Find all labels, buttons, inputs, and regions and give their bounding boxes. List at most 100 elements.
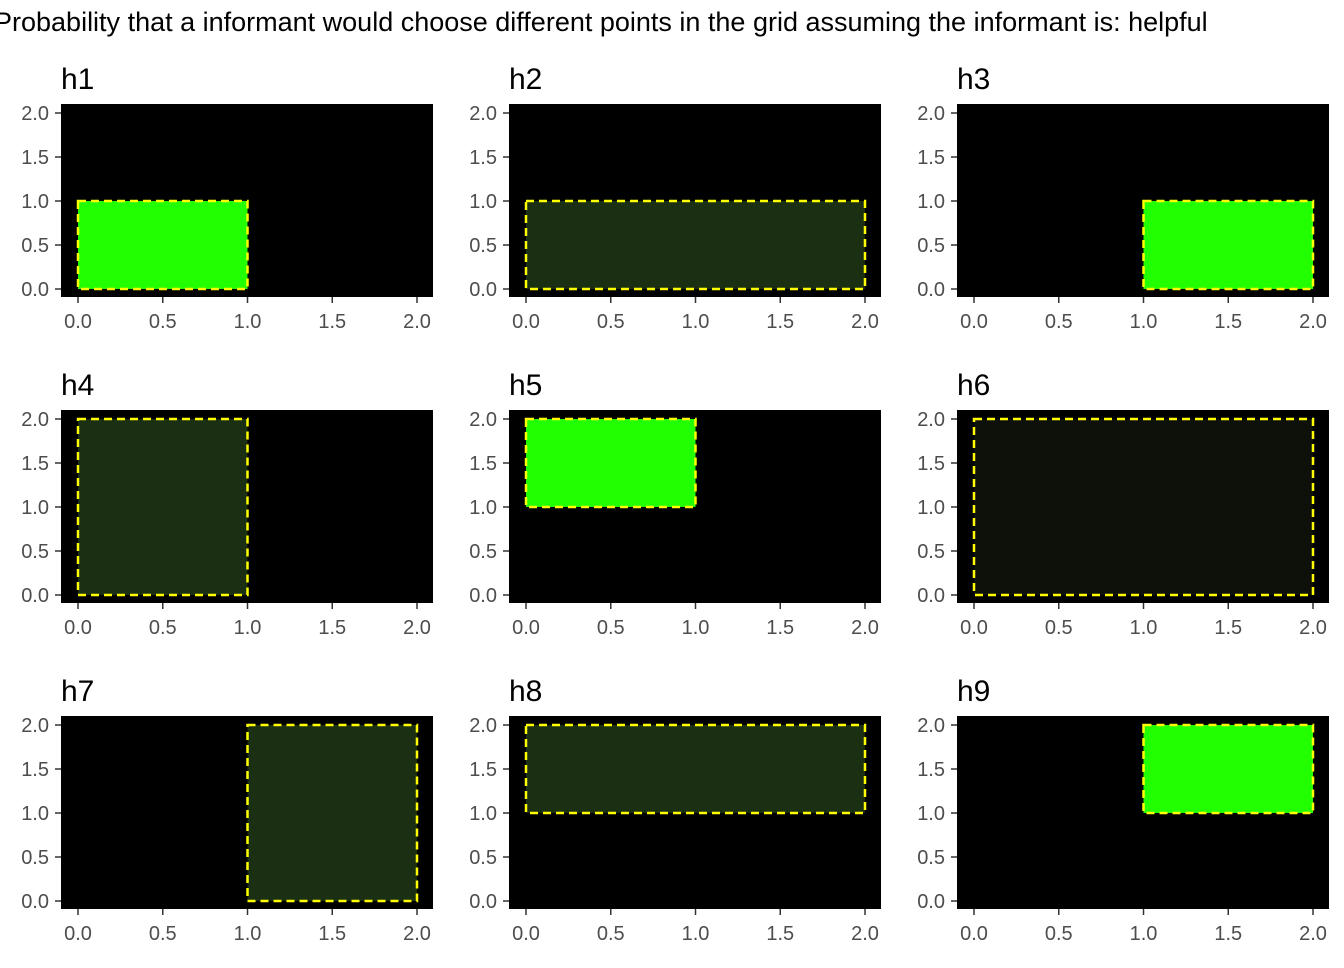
x-tick-label: 1.0: [1130, 923, 1158, 945]
x-tick-label: 0.5: [149, 617, 177, 639]
y-tick-label: 0.0: [21, 891, 49, 913]
y-tick-label: 0.5: [469, 847, 497, 869]
x-tick-label: 0.5: [149, 311, 177, 333]
y-tick-label: 0.5: [469, 541, 497, 563]
x-tick-label: 1.5: [766, 923, 794, 945]
x-tick-label: 1.5: [318, 923, 346, 945]
facet-panel-h1: h1 0.0 0.5 1.0 1.5 2.0 0.0 0.5 1.0 1.5 2.0: [0, 56, 440, 356]
y-tick-label: 1.0: [21, 191, 49, 213]
x-tick-label: 2.0: [403, 923, 431, 945]
hypothesis-region: [76, 417, 249, 597]
y-tick-label: 2.0: [469, 103, 497, 125]
facet-panel-h9: h9 0.0 0.5 1.0 1.5 2.0 0.0 0.5 1.0 1.5 2.0: [896, 668, 1336, 968]
hypothesis-region: [1142, 199, 1315, 291]
x-tick-label: 1.0: [1130, 617, 1158, 639]
hypothesis-region: [246, 723, 419, 903]
y-tick-label: 1.0: [21, 497, 49, 519]
x-tick-label: 1.0: [682, 311, 710, 333]
y-tick-label: 2.0: [21, 103, 49, 125]
facet-panel-h4: h4 0.0 0.5 1.0 1.5 2.0 0.0 0.5 1.0 1.5 2.0: [0, 362, 440, 662]
page-title: Probability that a informant would choos…: [0, 7, 1208, 37]
plot-svg: 0.0 0.5 1.0 1.5 2.0 0.0 0.5 1.0 1.5 2.0: [469, 103, 881, 333]
facet-panel-h3: h3 0.0 0.5 1.0 1.5 2.0 0.0 0.5 1.0 1.5 2.0: [896, 56, 1336, 356]
y-tick-label: 2.0: [917, 409, 945, 431]
x-tick-label: 0.5: [597, 311, 625, 333]
y-tick-label: 2.0: [469, 715, 497, 737]
plot-svg: 0.0 0.5 1.0 1.5 2.0 0.0 0.5 1.0 1.5 2.0: [917, 715, 1329, 945]
x-tick-label: 2.0: [851, 923, 879, 945]
x-tick-label: 1.0: [1130, 311, 1158, 333]
panel-title: h4: [61, 369, 95, 402]
y-tick-label: 0.5: [469, 235, 497, 257]
x-tick-label: 1.5: [1214, 923, 1242, 945]
y-tick-label: 1.5: [469, 453, 497, 475]
y-tick-label: 0.5: [21, 847, 49, 869]
panel-title: h5: [509, 369, 543, 402]
x-tick-label: 0.5: [597, 617, 625, 639]
y-tick-label: 1.0: [917, 803, 945, 825]
x-tick-label: 1.0: [234, 617, 262, 639]
y-tick-label: 1.5: [917, 759, 945, 781]
x-tick-label: 1.5: [766, 311, 794, 333]
x-tick-label: 1.0: [682, 617, 710, 639]
x-tick-label: 1.5: [766, 617, 794, 639]
y-tick-label: 0.0: [917, 279, 945, 301]
y-tick-label: 1.5: [21, 453, 49, 475]
x-tick-label: 2.0: [851, 617, 879, 639]
plot-svg: 0.0 0.5 1.0 1.5 2.0 0.0 0.5 1.0 1.5 2.0: [21, 103, 433, 333]
x-tick-label: 0.0: [64, 311, 92, 333]
x-tick-label: 0.0: [64, 617, 92, 639]
y-tick-label: 0.0: [469, 279, 497, 301]
x-tick-label: 0.5: [1045, 617, 1073, 639]
panel-title: h1: [61, 63, 95, 96]
panel-title: h9: [957, 675, 991, 708]
y-tick-label: 1.5: [21, 759, 49, 781]
y-tick-label: 2.0: [469, 409, 497, 431]
y-tick-label: 0.5: [917, 541, 945, 563]
x-tick-label: 0.0: [512, 617, 540, 639]
x-tick-label: 1.5: [1214, 311, 1242, 333]
x-tick-label: 0.5: [597, 923, 625, 945]
panel-title: h2: [509, 63, 543, 96]
plot-svg: 0.0 0.5 1.0 1.5 2.0 0.0 0.5 1.0 1.5 2.0: [469, 409, 881, 639]
plot-svg: 0.0 0.5 1.0 1.5 2.0 0.0 0.5 1.0 1.5 2.0: [917, 103, 1329, 333]
panel-title: h3: [957, 63, 991, 96]
plot-svg: 0.0 0.5 1.0 1.5 2.0 0.0 0.5 1.0 1.5 2.0: [21, 409, 433, 639]
x-tick-label: 0.0: [64, 923, 92, 945]
x-tick-label: 1.5: [318, 311, 346, 333]
x-tick-label: 2.0: [1299, 617, 1327, 639]
y-tick-label: 1.5: [917, 147, 945, 169]
hypothesis-region: [524, 723, 867, 815]
x-tick-label: 0.0: [960, 617, 988, 639]
x-tick-label: 1.5: [1214, 617, 1242, 639]
y-tick-label: 1.0: [917, 191, 945, 213]
panel-title: h8: [509, 675, 543, 708]
facet-panel-h7: h7 0.0 0.5 1.0 1.5 2.0 0.0 0.5 1.0 1.5 2.0: [0, 668, 440, 968]
y-tick-label: 0.0: [469, 585, 497, 607]
x-tick-label: 1.5: [318, 617, 346, 639]
y-tick-label: 1.0: [469, 497, 497, 519]
y-tick-label: 0.5: [917, 235, 945, 257]
x-tick-label: 0.5: [1045, 923, 1073, 945]
hypothesis-region: [524, 199, 867, 291]
x-tick-label: 1.0: [234, 311, 262, 333]
y-tick-label: 0.0: [21, 585, 49, 607]
y-tick-label: 2.0: [917, 103, 945, 125]
x-tick-label: 0.0: [512, 311, 540, 333]
facet-panel-h2: h2 0.0 0.5 1.0 1.5 2.0 0.0 0.5 1.0 1.5 2.0: [448, 56, 888, 356]
plot-svg: 0.0 0.5 1.0 1.5 2.0 0.0 0.5 1.0 1.5 2.0: [469, 715, 881, 945]
y-tick-label: 1.5: [469, 147, 497, 169]
facet-panel-h8: h8 0.0 0.5 1.0 1.5 2.0 0.0 0.5 1.0 1.5 2.0: [448, 668, 888, 968]
x-tick-label: 2.0: [1299, 311, 1327, 333]
y-tick-label: 0.5: [21, 235, 49, 257]
y-tick-label: 2.0: [917, 715, 945, 737]
y-tick-label: 2.0: [21, 715, 49, 737]
y-tick-label: 1.5: [917, 453, 945, 475]
panel-title: h7: [61, 675, 95, 708]
hypothesis-region: [76, 199, 249, 291]
x-tick-label: 1.0: [234, 923, 262, 945]
y-tick-label: 2.0: [21, 409, 49, 431]
x-tick-label: 0.0: [960, 923, 988, 945]
x-tick-label: 2.0: [851, 311, 879, 333]
